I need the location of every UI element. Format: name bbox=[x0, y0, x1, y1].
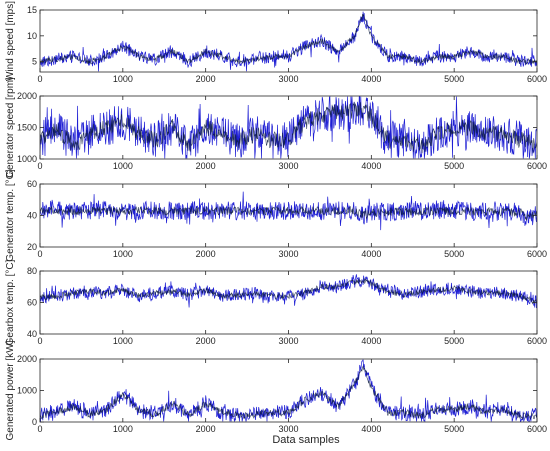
x-tick-label: 3000 bbox=[278, 74, 298, 84]
x-tick-label: 5000 bbox=[444, 74, 464, 84]
subplot-5: 0 1000 2000 0 1000 2000 3000 4000 5000 6000 Genera… bbox=[5, 340, 547, 440]
x-tick-label: 5000 bbox=[444, 161, 464, 171]
x-tick-label: 3000 bbox=[278, 336, 298, 346]
x-tick-label: 0 bbox=[37, 74, 42, 84]
x-tick-label: 1000 bbox=[113, 249, 133, 259]
series-line-overlay bbox=[40, 101, 537, 154]
y-axis-title: Generator temp. [°C] bbox=[5, 169, 16, 262]
series-line-overlay bbox=[40, 205, 537, 221]
x-tick-label: 2000 bbox=[196, 424, 216, 434]
y-tick-label: 1000 bbox=[17, 154, 37, 164]
x-tick-label: 5000 bbox=[444, 249, 464, 259]
y-axis-title: Generated power [kW] bbox=[5, 340, 16, 440]
series-line bbox=[40, 96, 537, 159]
x-tick-label: 0 bbox=[37, 424, 42, 434]
x-tick-label: 6000 bbox=[527, 249, 547, 259]
x-tick-label: 2000 bbox=[196, 161, 216, 171]
series-group bbox=[40, 96, 537, 159]
x-tick-label: 6000 bbox=[527, 336, 547, 346]
x-tick-label: 6000 bbox=[527, 424, 547, 434]
x-tick-label: 1000 bbox=[113, 424, 133, 434]
axes-box bbox=[39, 270, 538, 335]
series-line bbox=[40, 359, 537, 422]
subplot-3: 20 40 60 0 1000 2000 3000 4000 5000 6000 Generator… bbox=[5, 169, 547, 262]
y-axis-title: Generator speed [rpm] bbox=[5, 77, 16, 178]
series-line bbox=[40, 274, 537, 309]
x-tick-label: 4000 bbox=[361, 336, 381, 346]
y-tick-label: 2000 bbox=[17, 354, 37, 364]
y-tick-label: 15 bbox=[27, 5, 37, 15]
series-group bbox=[40, 11, 537, 72]
x-tick-label: 3000 bbox=[278, 161, 298, 171]
y-axis-title: Wind speed [mps] bbox=[5, 1, 16, 81]
axes-box bbox=[39, 9, 538, 73]
x-tick-label: 0 bbox=[37, 249, 42, 259]
x-tick-label: 0 bbox=[37, 336, 42, 346]
x-tick-label: 6000 bbox=[527, 74, 547, 84]
axes-box bbox=[39, 183, 538, 248]
x-tick-label: 1000 bbox=[113, 336, 133, 346]
x-tick-label: 4000 bbox=[361, 424, 381, 434]
y-tick-label: 80 bbox=[27, 266, 37, 276]
y-tick-label: 40 bbox=[27, 211, 37, 221]
x-tick-label: 4000 bbox=[361, 249, 381, 259]
subplot-1: 5 10 15 0 1000 2000 3000 4000 5000 6000 Wind speed… bbox=[5, 1, 547, 84]
y-tick-label: 0 bbox=[32, 417, 37, 427]
series-group bbox=[40, 359, 537, 422]
x-tick-label: 2000 bbox=[196, 336, 216, 346]
x-axis-title: Data samples bbox=[272, 434, 340, 446]
x-tick-label: 6000 bbox=[527, 161, 547, 171]
x-tick-label: 4000 bbox=[361, 74, 381, 84]
x-tick-label: 1000 bbox=[113, 74, 133, 84]
y-tick-label: 1000 bbox=[17, 386, 37, 396]
series-line-overlay bbox=[40, 278, 537, 305]
x-tick-label: 3000 bbox=[278, 424, 298, 434]
y-axis-title: Gearbox temp. [°C] bbox=[5, 259, 16, 345]
x-tick-label: 2000 bbox=[196, 249, 216, 259]
y-tick-label: 40 bbox=[27, 329, 37, 339]
x-tick-label: 2000 bbox=[196, 74, 216, 84]
subplot-4: 40 60 80 0 1000 2000 3000 4000 5000 6000 Gearbox t… bbox=[5, 259, 547, 346]
y-tick-label: 1500 bbox=[17, 123, 37, 133]
y-tick-label: 20 bbox=[27, 242, 37, 252]
x-tick-label: 5000 bbox=[444, 424, 464, 434]
x-tick-label: 3000 bbox=[278, 249, 298, 259]
series-group bbox=[40, 274, 537, 309]
x-tick-label: 5000 bbox=[444, 336, 464, 346]
y-tick-label: 60 bbox=[27, 179, 37, 189]
x-tick-label: 0 bbox=[37, 161, 42, 171]
x-tick-label: 1000 bbox=[113, 161, 133, 171]
series-line bbox=[40, 11, 537, 72]
y-tick-label: 60 bbox=[27, 298, 37, 308]
x-tick-label: 4000 bbox=[361, 161, 381, 171]
y-tick-label: 10 bbox=[27, 31, 37, 41]
y-tick-label: 5 bbox=[32, 57, 37, 67]
series-group bbox=[40, 191, 537, 231]
series-line-overlay bbox=[40, 365, 537, 420]
series-line-overlay bbox=[40, 13, 537, 66]
y-tick-label: 2000 bbox=[17, 91, 37, 101]
